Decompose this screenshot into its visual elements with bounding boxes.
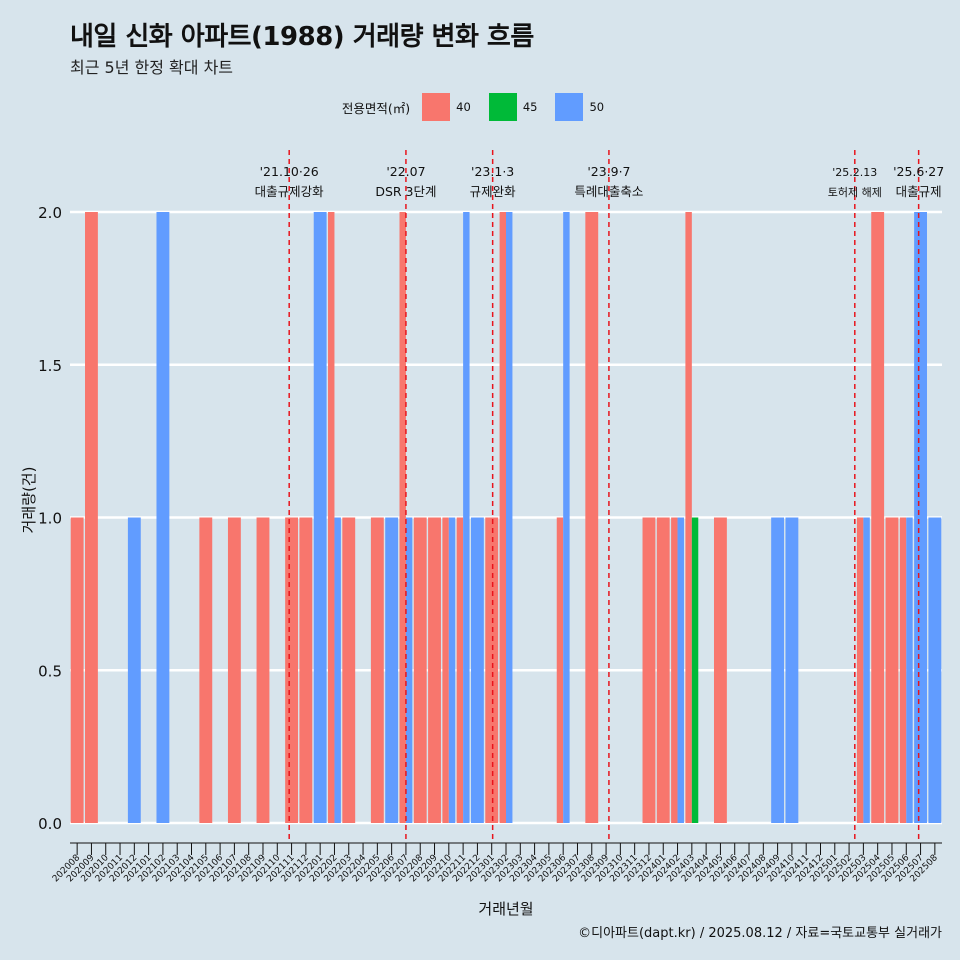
bar-40-202503 <box>856 517 864 823</box>
legend-label-45: 45 <box>522 100 538 114</box>
bar-40-202306 <box>556 517 564 823</box>
bar-50-202506 <box>906 517 913 823</box>
bar-40-202505 <box>885 517 899 823</box>
legend-item-50: 50 <box>555 93 614 121</box>
legend-swatch-50 <box>555 93 584 121</box>
bar-50-202211 <box>463 212 470 823</box>
bar-40-202301 <box>485 517 499 823</box>
bar-50-202508 <box>928 517 942 823</box>
source-caption: ©디아파트(dapt.kr) / 2025.08.12 / 자료=국토교통부 실… <box>578 926 942 941</box>
legend-swatch-45 <box>488 93 517 121</box>
y-tick-label: 0.0 <box>38 815 62 833</box>
bar-40-202008 <box>70 517 84 823</box>
bar-50-202102 <box>156 212 170 823</box>
legend-swatch-40 <box>422 93 451 121</box>
y-tick-label: 2.0 <box>38 204 62 222</box>
y-tick-label: 0.5 <box>38 662 62 680</box>
event-date-label: '22.07 <box>386 164 425 179</box>
y-tick-label: 1.0 <box>38 510 62 528</box>
event-date-label: '23.9·7 <box>587 164 630 179</box>
bar-40-202308 <box>585 212 599 823</box>
event-name-label: 특례대출축소 <box>574 184 643 199</box>
bar-40-202205 <box>370 517 384 823</box>
event-date-label: '25.2.13 <box>832 166 877 179</box>
bar-40-202405 <box>713 517 727 823</box>
bar-40-202109 <box>256 517 270 823</box>
bar-50-202210 <box>448 517 456 823</box>
bar-40-202210 <box>442 517 449 823</box>
chart-title: 내일 신화 아파트(1988) 거래량 변화 흐름 <box>70 22 534 52</box>
legend-item-40: 40 <box>422 93 481 121</box>
event-name-label: 대출규제강화 <box>255 184 325 199</box>
legend-label-50: 50 <box>589 100 605 114</box>
legend-label-40: 40 <box>456 100 471 114</box>
event-date-label: '21.10·26 <box>260 164 319 179</box>
bar-40-202107 <box>227 517 241 823</box>
bar-40-202112 <box>299 517 313 823</box>
legend-title: 전용면적(㎡) <box>341 100 411 116</box>
bar-40-202312 <box>642 517 656 823</box>
bar-50-202402 <box>677 517 684 823</box>
bar-50-202202 <box>334 517 341 823</box>
event-date-label: '23.1·3 <box>471 164 514 179</box>
bar-40-202506 <box>899 517 907 823</box>
bar-40-202504 <box>871 212 885 823</box>
bar-50-202206 <box>385 517 399 823</box>
bar-40-202111 <box>285 517 299 823</box>
bar-50-202410 <box>785 517 799 823</box>
bar-40-202302 <box>499 212 506 823</box>
bar-50-202409 <box>771 517 785 823</box>
legend: 전용면적(㎡) 40 45 50 <box>0 92 960 122</box>
bar-50-202306 <box>563 212 570 823</box>
bar-45-202403 <box>691 517 699 823</box>
bar-40-202402 <box>671 517 678 823</box>
bar-40-202209 <box>428 517 441 823</box>
bar-50-202507 <box>914 212 927 823</box>
bar-50-202302 <box>506 212 513 823</box>
bar-50-202212 <box>470 517 484 823</box>
event-name-label: 대출규제 <box>896 184 942 199</box>
bar-40-202009 <box>85 212 98 823</box>
y-tick-label: 1.5 <box>38 357 62 375</box>
event-date-label: '25.6·27 <box>893 164 944 179</box>
event-name-label: DSR 3단계 <box>375 184 436 199</box>
event-name-label: 토허제 해제 <box>828 185 882 199</box>
bar-50-202012 <box>127 517 141 823</box>
bar-50-202207 <box>405 517 413 823</box>
bar-40-202203 <box>342 517 356 823</box>
bar-40-202401 <box>656 517 670 823</box>
bar-40-202105 <box>199 517 213 823</box>
bar-50-202503 <box>863 517 870 823</box>
y-axis-title: 거래량(건) <box>20 467 38 534</box>
event-name-label: 규제완화 <box>470 184 517 199</box>
bar-40-202211 <box>456 517 464 823</box>
bar-40-202202 <box>328 212 335 823</box>
bar-50-202201 <box>313 212 327 823</box>
legend-item-45: 45 <box>488 93 548 121</box>
chart-subtitle: 최근 5년 한정 확대 차트 <box>70 58 234 77</box>
bar-40-202403 <box>685 212 692 823</box>
bar-40-202208 <box>413 517 427 823</box>
bar-40-202207 <box>399 212 406 823</box>
x-axis-title: 거래년월 <box>478 900 533 918</box>
